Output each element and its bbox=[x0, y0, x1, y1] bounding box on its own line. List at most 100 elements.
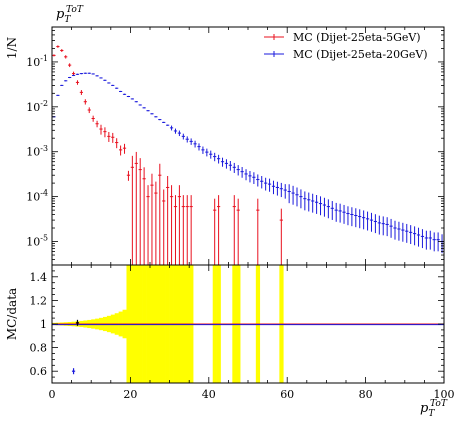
data-point-blue bbox=[389, 218, 393, 238]
data-point-red bbox=[103, 127, 107, 138]
data-point-red bbox=[79, 90, 83, 95]
data-point-blue bbox=[432, 232, 436, 252]
data-point-blue bbox=[420, 229, 425, 249]
data-point-blue bbox=[342, 204, 346, 224]
y-tick-label: 10-3 bbox=[26, 144, 48, 159]
data-point-blue bbox=[224, 159, 229, 169]
data-point-blue bbox=[205, 148, 209, 157]
data-point-blue bbox=[71, 74, 76, 77]
data-point-red bbox=[60, 49, 64, 52]
data-point-blue bbox=[248, 170, 252, 183]
legend-entry: MC (Dijet-25eta-5GeV) bbox=[264, 31, 421, 44]
data-point-blue bbox=[79, 73, 83, 75]
data-point-blue bbox=[122, 93, 127, 95]
data-point-red bbox=[217, 195, 221, 265]
data-point-red bbox=[56, 45, 60, 48]
y-tick-label: 10-5 bbox=[26, 234, 48, 249]
data-point-red bbox=[232, 195, 236, 265]
x-axis-title: pTToT bbox=[420, 399, 448, 419]
data-point-blue bbox=[416, 227, 421, 247]
data-point-blue bbox=[311, 193, 315, 213]
legend-label: MC (Dijet-25eta-20GeV) bbox=[293, 48, 428, 61]
x-tick-label: 40 bbox=[202, 388, 216, 401]
data-point-blue bbox=[279, 182, 283, 198]
data-point-blue bbox=[107, 82, 111, 84]
legend: MC (Dijet-25eta-5GeV) MC (Dijet-25eta-20G… bbox=[264, 31, 428, 61]
ratio-y-tick-label: 1 bbox=[40, 318, 47, 331]
data-point-red bbox=[154, 181, 158, 265]
data-point-blue bbox=[256, 174, 260, 187]
data-point-blue bbox=[401, 222, 405, 242]
data-point-blue bbox=[130, 98, 134, 100]
data-point-blue bbox=[68, 76, 72, 79]
data-point-blue bbox=[99, 77, 103, 79]
data-point-blue bbox=[56, 94, 60, 96]
data-point-red bbox=[68, 63, 72, 68]
data-point-red bbox=[138, 158, 142, 265]
data-point-blue bbox=[193, 140, 197, 148]
y-axis-title-sub: pTToT bbox=[56, 5, 84, 25]
data-point-blue bbox=[181, 133, 185, 140]
main-data-points bbox=[52, 45, 444, 265]
data-point-red bbox=[236, 198, 240, 265]
data-point-blue bbox=[220, 157, 225, 167]
data-point-blue bbox=[217, 154, 221, 164]
data-point-blue bbox=[413, 226, 417, 246]
data-point-blue bbox=[326, 199, 330, 219]
data-point-red bbox=[185, 195, 189, 265]
data-point-blue bbox=[350, 207, 354, 227]
data-point-blue bbox=[303, 191, 307, 211]
ratio-data-points bbox=[52, 319, 444, 375]
y-tick-label: 10-2 bbox=[26, 99, 48, 114]
data-point-red bbox=[146, 185, 150, 265]
data-point-blue bbox=[115, 87, 119, 89]
data-point-red bbox=[279, 208, 283, 265]
data-point-blue bbox=[185, 136, 189, 143]
data-point-blue bbox=[228, 160, 232, 171]
data-point-blue bbox=[283, 184, 287, 199]
data-point-blue bbox=[158, 119, 162, 121]
main-panel-frame bbox=[51, 26, 445, 266]
data-point-red bbox=[95, 120, 99, 128]
x-tick-label: 100 bbox=[434, 388, 455, 401]
data-point-blue bbox=[393, 220, 397, 240]
data-point-blue bbox=[369, 212, 374, 232]
data-point-blue bbox=[318, 196, 323, 216]
data-point-red bbox=[75, 80, 80, 85]
data-point-red bbox=[177, 185, 181, 265]
data-point-blue bbox=[162, 121, 166, 123]
data-point-red bbox=[64, 55, 68, 59]
data-point-blue bbox=[201, 146, 205, 154]
x-tick-label: 80 bbox=[359, 388, 373, 401]
data-point-blue bbox=[142, 107, 146, 109]
data-point-blue bbox=[385, 217, 389, 237]
data-point-blue bbox=[213, 152, 217, 162]
y-tick-label: 10-4 bbox=[26, 189, 48, 204]
data-point-blue bbox=[307, 192, 311, 212]
data-point-red bbox=[83, 99, 87, 105]
data-point-red bbox=[162, 189, 166, 265]
data-point-red bbox=[115, 138, 119, 149]
x-tick-label: 0 bbox=[49, 388, 56, 401]
data-point-blue bbox=[358, 209, 362, 229]
data-point-blue bbox=[244, 169, 248, 181]
x-tick-label: 20 bbox=[123, 388, 137, 401]
ratio-y-tick-label: 0.8 bbox=[30, 342, 48, 355]
data-point-red bbox=[134, 151, 138, 265]
data-point-red bbox=[166, 176, 170, 265]
data-point-blue bbox=[197, 143, 201, 151]
data-point-blue bbox=[111, 84, 115, 87]
ratio-y-tick-label: 0.6 bbox=[30, 365, 48, 378]
data-point-blue bbox=[119, 90, 123, 93]
data-point-blue bbox=[169, 125, 174, 131]
data-point-blue bbox=[103, 79, 107, 81]
data-point-blue bbox=[315, 194, 319, 214]
data-point-blue bbox=[381, 216, 385, 236]
data-point-blue bbox=[428, 230, 432, 250]
data-point-blue bbox=[173, 128, 178, 134]
data-point-blue bbox=[362, 210, 366, 230]
data-point-blue bbox=[232, 162, 236, 173]
data-point-blue bbox=[60, 84, 64, 87]
data-point-red bbox=[52, 54, 56, 57]
ratio-axis-title: MC/data bbox=[5, 288, 19, 340]
